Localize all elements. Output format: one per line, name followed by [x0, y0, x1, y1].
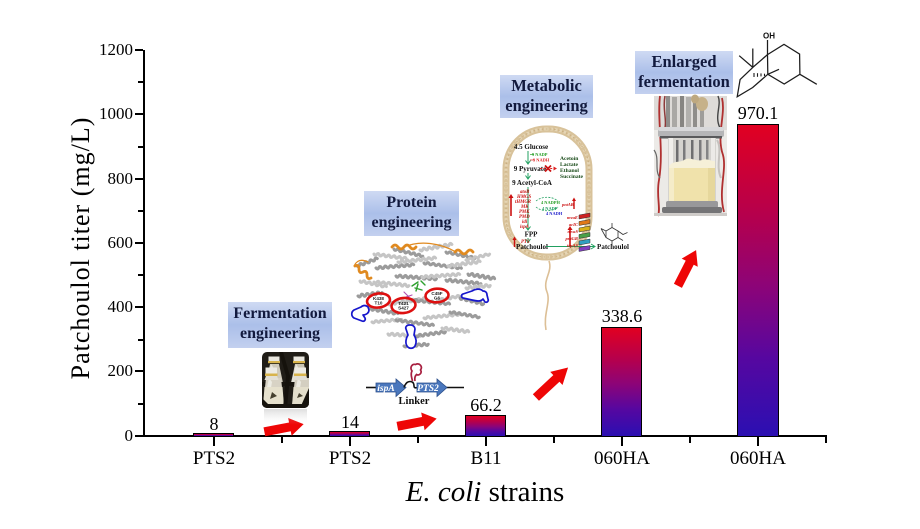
svg-text:mvaS: mvaS — [568, 229, 579, 234]
svg-text:PMD: PMD — [519, 215, 530, 220]
svg-text:4.5 Glucose: 4.5 Glucose — [514, 143, 548, 151]
svg-text:PTS: PTS — [521, 240, 530, 245]
svg-text:pntAB: pntAB — [561, 202, 574, 207]
svg-text:PTS2: PTS2 — [417, 384, 439, 394]
svg-text:ispAS: ispAS — [567, 243, 578, 248]
svg-text:4 NADH: 4 NADH — [546, 211, 563, 216]
svg-text:K438: K438 — [373, 296, 384, 301]
svg-text:9 Acetyl-CoA: 9 Acetyl-CoA — [512, 179, 552, 187]
svg-text:ispA: ispA — [377, 384, 394, 394]
svg-text:9 Pyruvate: 9 Pyruvate — [514, 165, 546, 173]
svg-text:mvaE: mvaE — [567, 215, 578, 220]
svg-text:Patchoulol: Patchoulol — [597, 243, 629, 251]
svg-text:FPP: FPP — [525, 231, 539, 239]
svg-text:Succinate: Succinate — [560, 174, 584, 180]
svg-text:MK: MK — [520, 205, 529, 210]
svg-text:T421: T421 — [398, 301, 409, 306]
svg-text:Ethanol: Ethanol — [560, 168, 579, 174]
svg-text:atoB: atoB — [520, 190, 530, 195]
svg-text:pntGR: pntGR — [564, 236, 578, 241]
svg-text:HMGS: HMGS — [516, 195, 531, 200]
svg-text:PMK: PMK — [519, 210, 530, 215]
svg-text:C45F: C45F — [431, 291, 442, 296]
svg-text:Acetoin: Acetoin — [560, 156, 579, 162]
svg-text:tHMGR: tHMGR — [515, 200, 532, 205]
svg-text:idi: idi — [522, 220, 528, 225]
svg-text:Linker: Linker — [399, 396, 430, 407]
svg-text:4 NADPH: 4 NADPH — [541, 200, 560, 205]
svg-text:4 NADP: 4 NADP — [542, 206, 558, 211]
svg-text:acIC: acIC — [569, 222, 579, 227]
svg-text:ispA: ispA — [520, 225, 529, 230]
svg-text:G6: G6 — [434, 296, 441, 301]
svg-text:OH: OH — [763, 32, 775, 41]
svg-text:S427: S427 — [398, 306, 409, 311]
svg-text:Lactate: Lactate — [560, 162, 579, 168]
svg-text:9 NADP: 9 NADP — [532, 152, 548, 157]
svg-text:Patchoulol: Patchoulol — [516, 243, 548, 251]
svg-text:9 NADH: 9 NADH — [533, 158, 550, 163]
svg-text:T10: T10 — [375, 301, 383, 306]
